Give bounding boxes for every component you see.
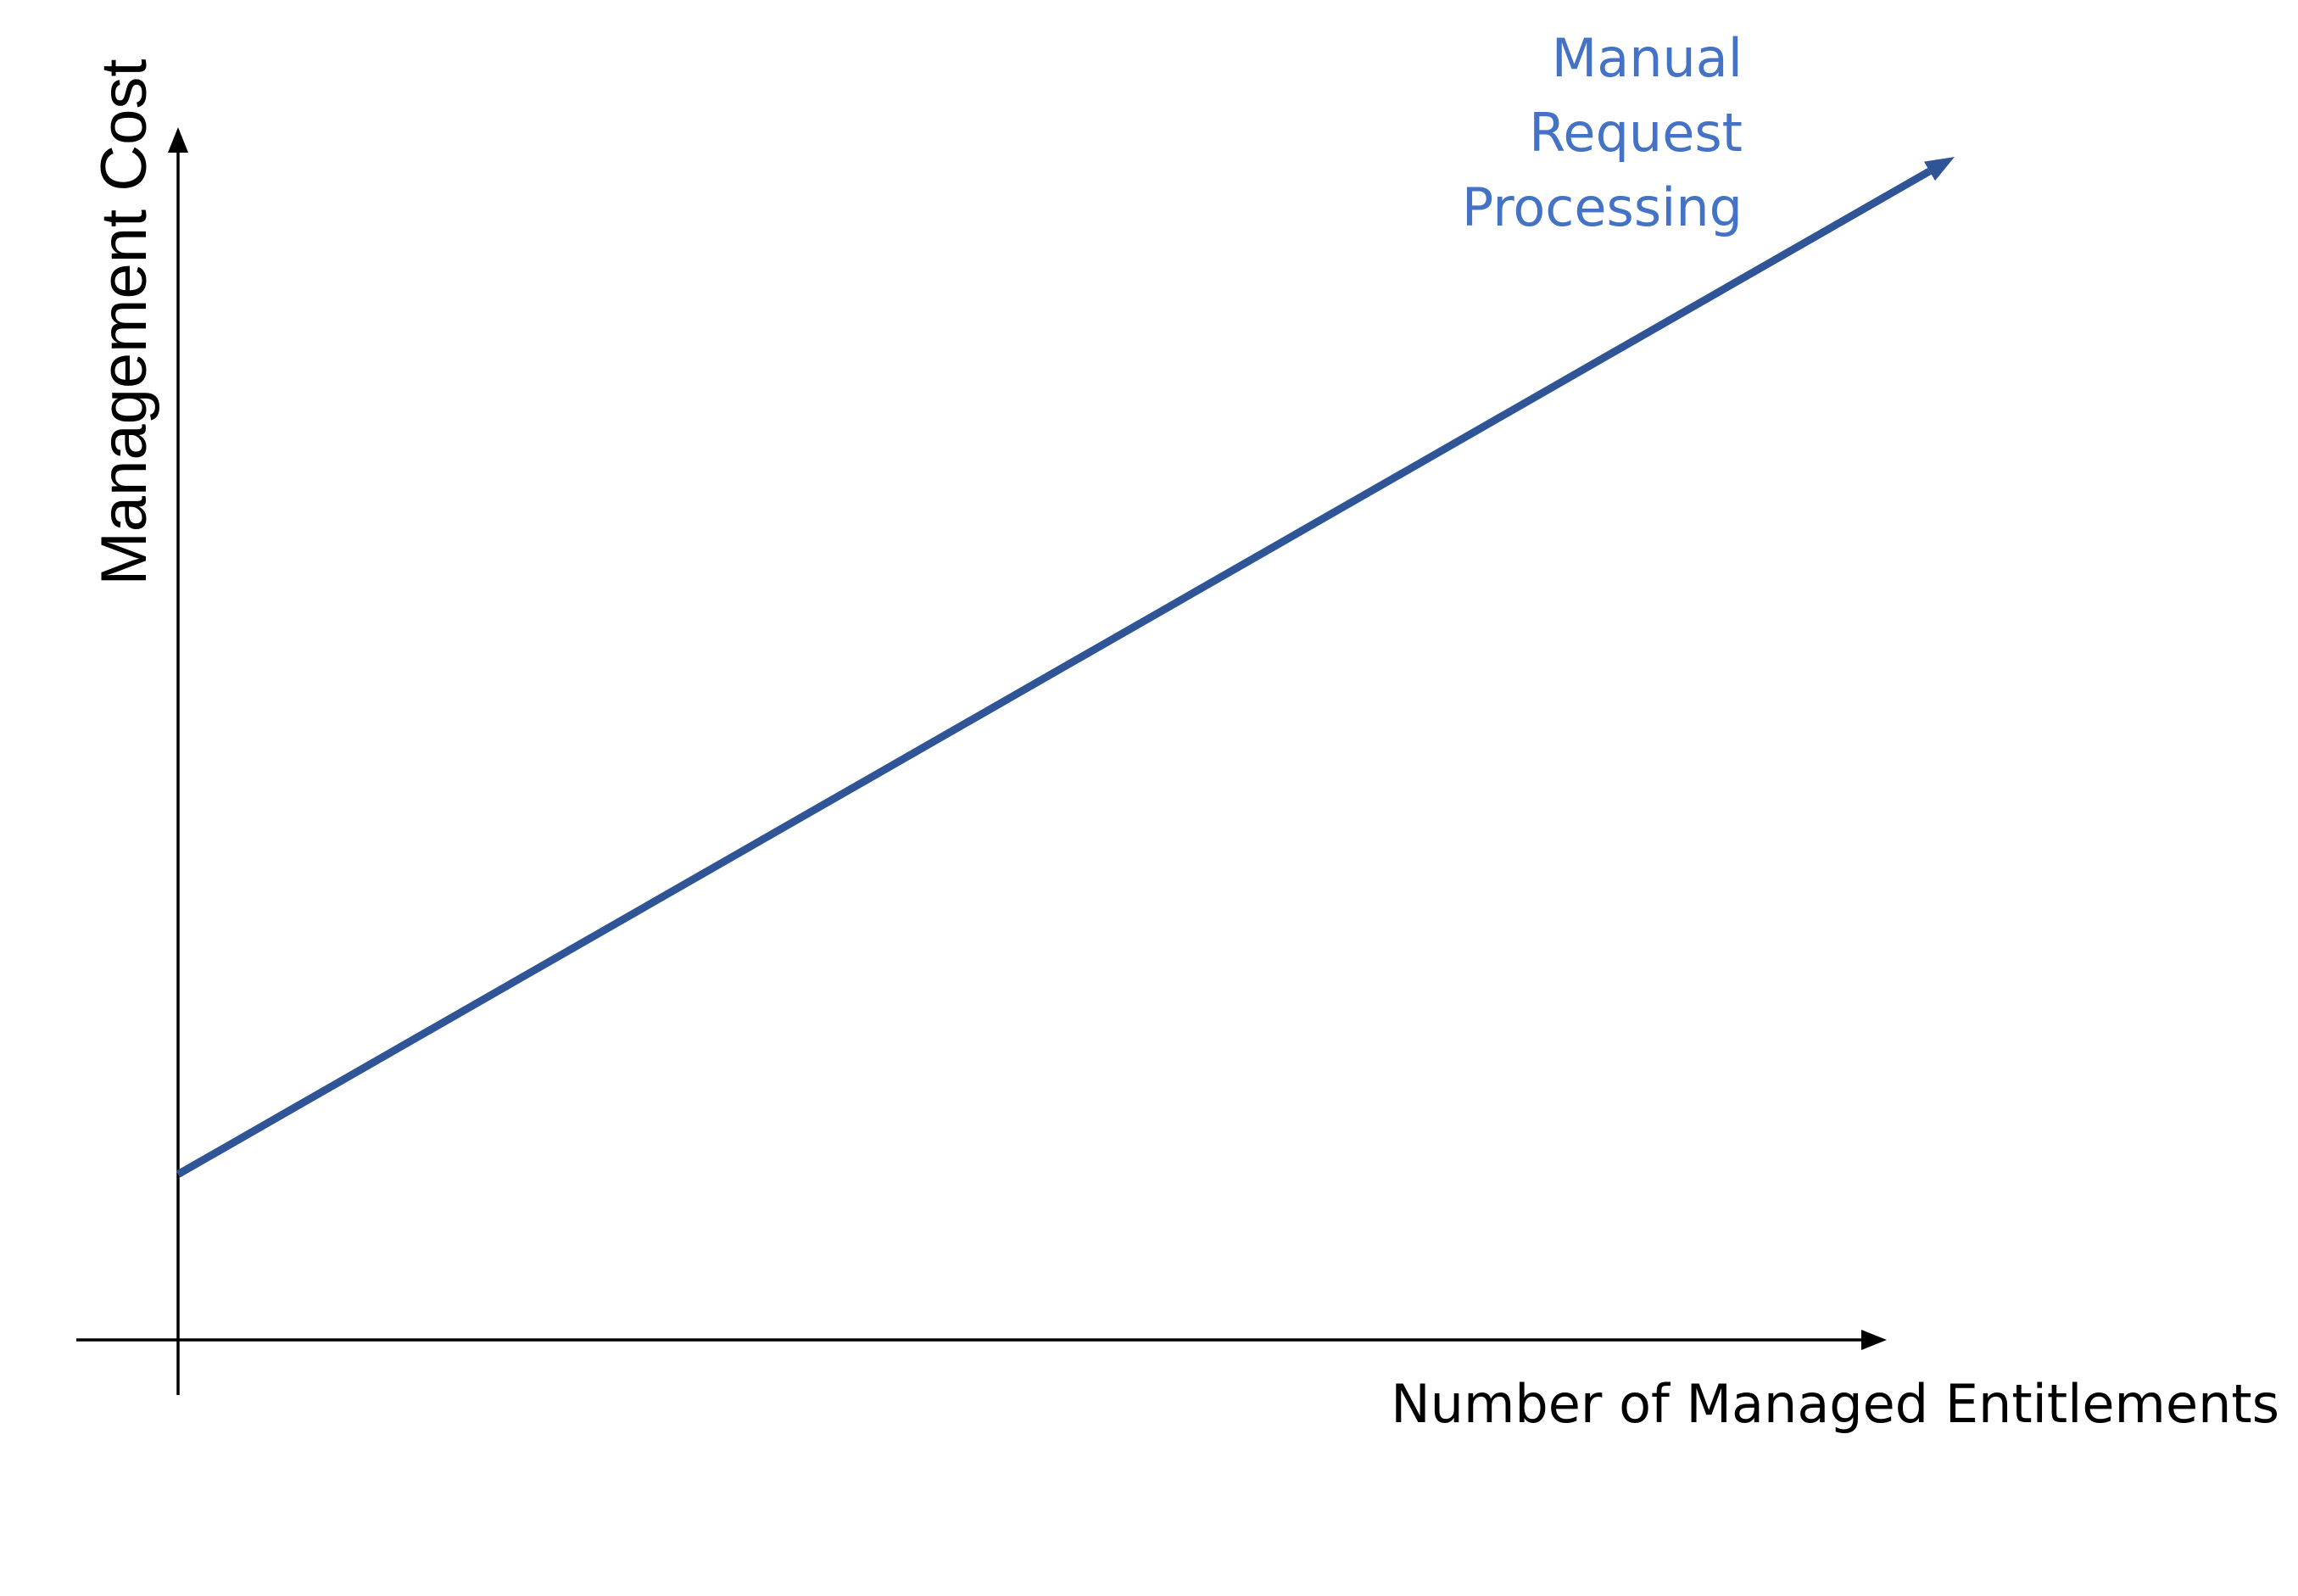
series-line bbox=[176, 167, 1932, 1178]
annotation-line: Manual bbox=[1552, 27, 1743, 89]
annotation-line: Request bbox=[1529, 102, 1743, 164]
annotation-layer: Manual Request Processing bbox=[1462, 27, 1743, 238]
y-axis-label: Management Cost bbox=[88, 59, 160, 586]
series-layer bbox=[176, 157, 1955, 1178]
annotation-line: Processing bbox=[1462, 176, 1743, 238]
y-axis-arrowhead bbox=[168, 127, 188, 153]
series-annotation: Manual Request Processing bbox=[1462, 27, 1743, 238]
x-axis-label: Number of Managed Entitlements bbox=[1391, 1373, 2279, 1435]
series-arrowhead bbox=[1924, 157, 1955, 181]
x-axis-arrowhead bbox=[1861, 1330, 1887, 1350]
